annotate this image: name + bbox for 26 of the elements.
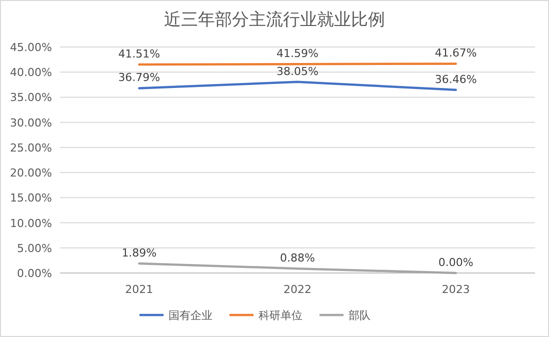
y-tick-label: 25.00% (10, 141, 52, 154)
data-label: 0.00% (438, 256, 474, 269)
y-tick-label: 30.00% (10, 116, 52, 130)
data-label: 1.89% (122, 246, 157, 260)
y-tick-label: 20.00% (10, 166, 52, 180)
y-tick-label: 10.00% (10, 216, 52, 230)
legend-label: 科研单位 (258, 309, 302, 322)
data-label: 36.79% (118, 71, 160, 84)
data-label: 41.51% (118, 48, 160, 61)
y-tick-label: 40.00% (10, 66, 52, 80)
x-tick-label: 2021 (125, 283, 154, 296)
x-tick-label: 2023 (442, 283, 470, 296)
x-tick-label: 2022 (284, 283, 312, 296)
data-label: 41.59% (276, 47, 318, 60)
legend-label: 国有企业 (168, 309, 212, 322)
data-label: 38.05% (276, 64, 318, 78)
y-tick-label: 5.00% (17, 242, 52, 255)
y-tick-label: 45.00% (10, 41, 52, 54)
y-tick-label: 0.00% (17, 267, 52, 280)
data-label: 36.46% (434, 72, 477, 86)
legend-label: 部队 (348, 309, 370, 322)
y-tick-label: 35.00% (10, 91, 52, 104)
data-label: 41.67% (434, 46, 477, 60)
chart-title: 近三年部分主流行业就业比例 (164, 10, 385, 30)
y-tick-label: 15.00% (10, 192, 52, 205)
data-label: 0.88% (280, 252, 315, 265)
